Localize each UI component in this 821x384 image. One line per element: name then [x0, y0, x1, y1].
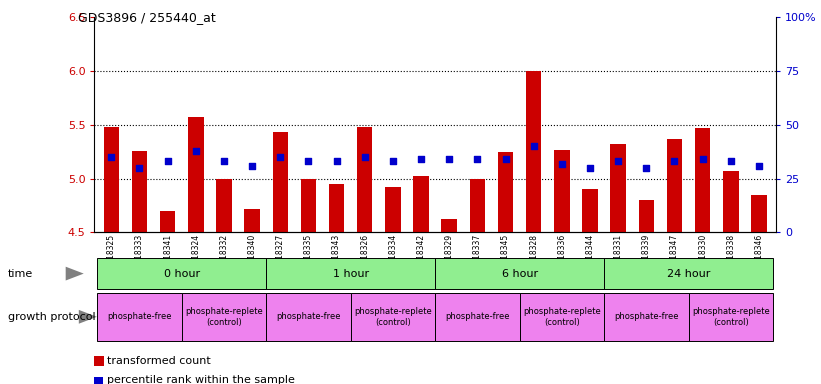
Text: phosphate-free: phosphate-free — [108, 312, 172, 321]
Bar — [300, 179, 316, 232]
Point — [273, 154, 287, 160]
Point — [218, 158, 231, 164]
Point — [724, 158, 737, 164]
Bar — [554, 149, 570, 232]
Text: 1 hour: 1 hour — [333, 268, 369, 279]
Bar — [667, 139, 682, 232]
Bar — [498, 152, 513, 232]
Point — [527, 143, 540, 149]
Point — [330, 158, 343, 164]
Point — [499, 156, 512, 162]
Text: 0 hour: 0 hour — [163, 268, 200, 279]
Point — [555, 161, 568, 167]
Bar — [582, 189, 598, 232]
Text: phosphate-replete
(control): phosphate-replete (control) — [354, 307, 432, 326]
Bar — [520, 293, 604, 341]
Point — [612, 158, 625, 164]
Bar — [97, 293, 181, 341]
Text: phosphate-replete
(control): phosphate-replete (control) — [185, 307, 263, 326]
Text: GDS3896 / 255440_at: GDS3896 / 255440_at — [78, 12, 216, 25]
Bar — [435, 258, 604, 289]
Text: percentile rank within the sample: percentile rank within the sample — [107, 375, 295, 384]
Text: 24 hour: 24 hour — [667, 268, 710, 279]
Bar — [266, 258, 435, 289]
Bar — [97, 258, 266, 289]
Point — [358, 154, 371, 160]
Point — [189, 147, 202, 154]
Point — [161, 158, 174, 164]
Bar — [723, 171, 739, 232]
Bar — [413, 176, 429, 232]
Point — [245, 162, 259, 169]
Bar — [470, 179, 485, 232]
Point — [470, 156, 484, 162]
Bar — [351, 293, 435, 341]
Point — [696, 156, 709, 162]
Point — [584, 165, 597, 171]
Bar — [266, 293, 351, 341]
Bar — [689, 293, 773, 341]
Bar — [245, 209, 259, 232]
Bar — [357, 127, 373, 232]
Text: phosphate-free: phosphate-free — [276, 312, 341, 321]
Point — [387, 158, 400, 164]
Point — [415, 156, 428, 162]
Bar — [611, 144, 626, 232]
Bar — [639, 200, 654, 232]
Text: phosphate-replete
(control): phosphate-replete (control) — [692, 307, 769, 326]
Bar — [216, 179, 232, 232]
Point — [640, 165, 653, 171]
Bar — [188, 117, 204, 232]
Text: phosphate-free: phosphate-free — [445, 312, 510, 321]
Point — [668, 158, 681, 164]
Text: 6 hour: 6 hour — [502, 268, 538, 279]
Text: phosphate-replete
(control): phosphate-replete (control) — [523, 307, 601, 326]
Bar — [181, 293, 266, 341]
Text: growth protocol: growth protocol — [8, 312, 96, 322]
Bar — [160, 211, 176, 232]
Bar — [695, 128, 710, 232]
Bar — [751, 195, 767, 232]
Bar — [604, 258, 773, 289]
Point — [443, 156, 456, 162]
Bar — [526, 71, 541, 232]
Bar — [329, 184, 344, 232]
Bar — [273, 132, 288, 232]
Bar — [131, 151, 147, 232]
Point — [105, 154, 118, 160]
Point — [302, 158, 315, 164]
Point — [133, 165, 146, 171]
Point — [752, 162, 765, 169]
Bar — [435, 293, 520, 341]
Text: phosphate-free: phosphate-free — [614, 312, 679, 321]
Text: transformed count: transformed count — [107, 356, 210, 366]
Bar — [103, 127, 119, 232]
Bar — [385, 187, 401, 232]
Bar — [604, 293, 689, 341]
Text: time: time — [8, 268, 34, 279]
Bar — [442, 219, 457, 232]
